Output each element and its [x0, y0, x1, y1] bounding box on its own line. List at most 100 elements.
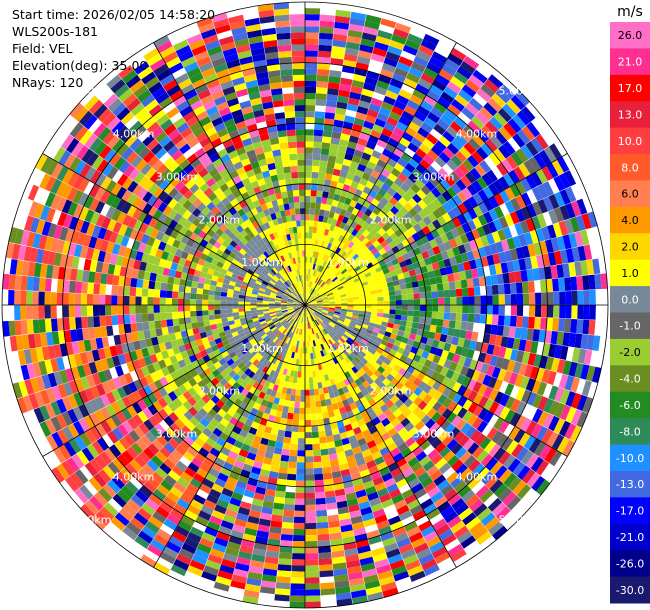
velocity-gate [361, 152, 372, 161]
velocity-gate [320, 154, 329, 162]
velocity-gate [330, 137, 340, 145]
velocity-gate [350, 180, 359, 189]
velocity-gate [345, 255, 353, 263]
velocity-gate [322, 254, 328, 261]
velocity-gate [362, 268, 370, 275]
velocity-gate [329, 244, 336, 251]
velocity-gate [350, 85, 363, 95]
velocity-gate [382, 214, 391, 224]
velocity-gate [437, 167, 449, 180]
velocity-gate [318, 215, 324, 222]
velocity-gate [345, 275, 353, 281]
velocity-gate [496, 162, 509, 176]
velocity-gate [342, 270, 350, 277]
velocity-gate [319, 14, 335, 22]
velocity-gate [320, 203, 327, 211]
velocity-gate [331, 45, 346, 54]
velocity-gate [479, 160, 492, 173]
velocity-gate [310, 190, 317, 197]
velocity-gate [450, 76, 465, 89]
velocity-gate [354, 169, 364, 178]
velocity-gate [371, 170, 381, 179]
velocity-gate [406, 99, 420, 111]
velocity-gate [335, 281, 342, 287]
velocity-gate [305, 62, 318, 69]
velocity-gate [349, 17, 365, 27]
velocity-gate [363, 248, 371, 256]
velocity-gate [321, 247, 327, 255]
velocity-gate [426, 165, 438, 177]
velocity-gate [327, 249, 333, 257]
velocity-gate [364, 76, 378, 86]
velocity-gate [463, 142, 476, 155]
velocity-gate [328, 211, 335, 219]
velocity-gate [333, 225, 340, 233]
velocity-gate [339, 266, 346, 273]
velocity-gate [356, 106, 369, 115]
velocity-gate [339, 83, 352, 92]
velocity-gate [305, 32, 319, 39]
velocity-gate [396, 187, 407, 197]
velocity-gate [318, 44, 332, 52]
velocity-gate [413, 213, 423, 223]
velocity-gate [412, 89, 426, 101]
velocity-gate [345, 41, 360, 50]
velocity-gate [334, 280, 341, 286]
velocity-gate [441, 190, 452, 202]
velocity-gate [314, 264, 318, 271]
velocity-gate [451, 183, 462, 195]
velocity-gate [312, 276, 316, 283]
velocity-gate [312, 282, 316, 289]
velocity-gate [412, 223, 422, 233]
velocity-gate [350, 260, 357, 267]
velocity-gate [364, 166, 374, 176]
velocity-gate [374, 86, 388, 96]
velocity-gate [365, 14, 382, 24]
velocity-gate [348, 135, 359, 144]
velocity-gate [333, 278, 340, 284]
velocity-gate [340, 77, 353, 86]
velocity-gate [305, 20, 320, 27]
velocity-gate [408, 157, 420, 169]
velocity-gate [526, 121, 541, 138]
velocity-gate [394, 177, 404, 188]
velocity-gate [437, 96, 451, 109]
velocity-gate [375, 35, 391, 46]
velocity-gate [321, 197, 328, 205]
velocity-gate [391, 34, 407, 45]
velocity-gate [409, 94, 423, 106]
velocity-gate [344, 272, 351, 279]
velocity-gate [472, 133, 485, 147]
velocity-gate [476, 129, 490, 143]
velocity-gate [405, 126, 417, 138]
velocity-gate [327, 192, 335, 200]
velocity-gate [471, 180, 483, 193]
velocity-gate [326, 242, 332, 250]
velocity-gate [426, 133, 439, 145]
velocity-gate [344, 152, 354, 161]
velocity-gate [352, 274, 359, 281]
velocity-gate [423, 95, 437, 107]
velocity-gate [387, 45, 403, 56]
velocity-gate [507, 118, 522, 134]
velocity-gate [446, 186, 457, 198]
velocity-gate [310, 202, 316, 209]
field-name: Field: VEL [12, 41, 73, 56]
velocity-gate [417, 219, 427, 229]
velocity-gate [352, 174, 362, 184]
velocity-gate [503, 173, 515, 187]
velocity-gate [468, 74, 484, 89]
velocity-gate [315, 99, 327, 107]
velocity-gate [328, 149, 338, 157]
velocity-gate [312, 290, 318, 296]
velocity-gate [305, 165, 313, 172]
velocity-gate [447, 53, 463, 66]
velocity-gate [374, 179, 384, 188]
velocity-gate [515, 90, 530, 106]
velocity-gate [427, 212, 437, 223]
velocity-gate [497, 107, 512, 123]
velocity-gate [528, 156, 541, 172]
velocity-gate [414, 178, 425, 190]
velocity-gate [313, 276, 318, 283]
